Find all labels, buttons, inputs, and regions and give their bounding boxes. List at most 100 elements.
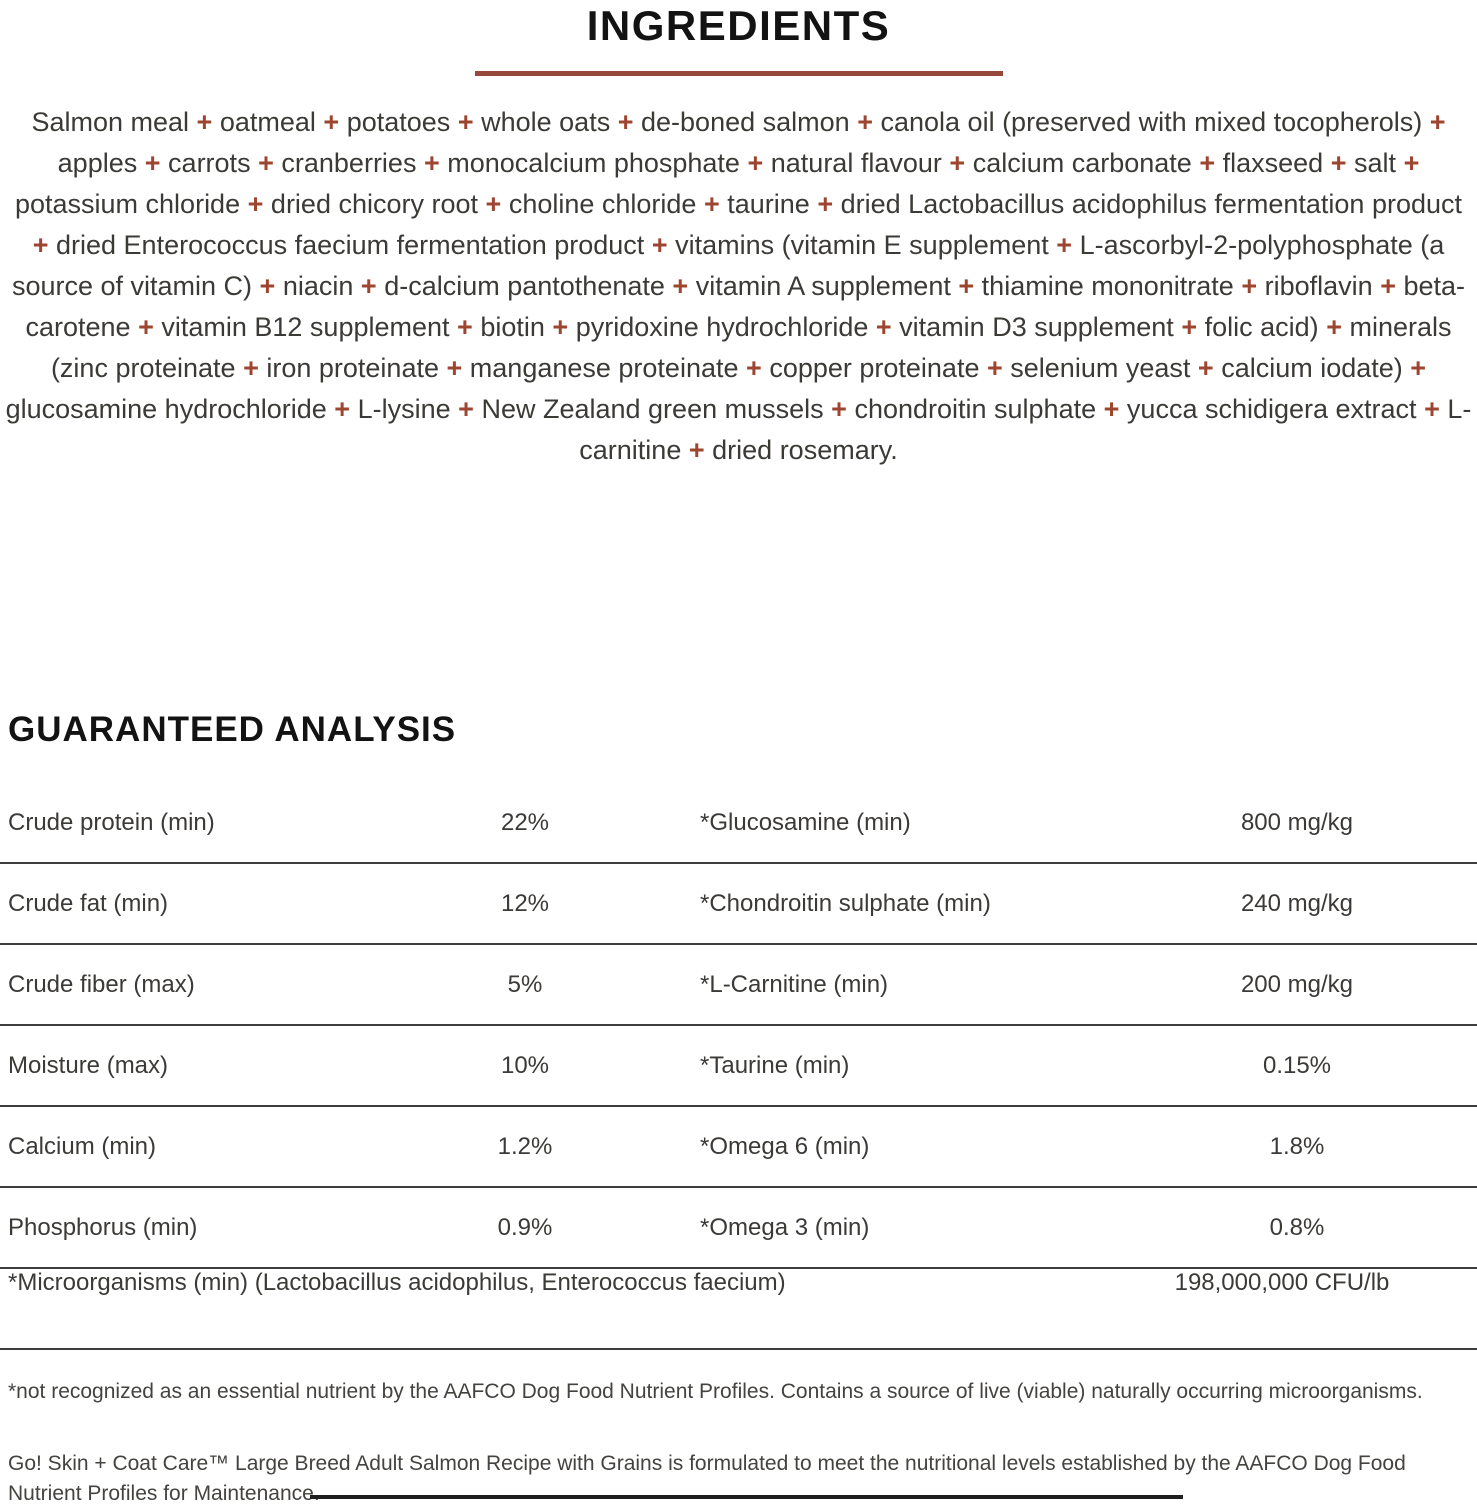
ingredient-item: pyridoxine hydrochloride bbox=[575, 312, 869, 342]
plus-separator: + bbox=[1330, 148, 1347, 178]
ingredient-item: taurine bbox=[727, 189, 810, 219]
row-right-half: *L-Carnitine (min) 200 mg/kg bbox=[690, 945, 1477, 1024]
nutrient-value: 0.9% bbox=[497, 1213, 553, 1241]
ingredient-item: calcium iodate) bbox=[1221, 353, 1403, 383]
ingredient-item: selenium yeast bbox=[1010, 353, 1191, 383]
plus-separator: + bbox=[258, 148, 274, 178]
formulation-statement: Go! Skin + Coat Care™ Large Breed Adult … bbox=[8, 1452, 1406, 1505]
plus-separator: + bbox=[360, 271, 377, 301]
row-left-half: Crude fat (min) 12% bbox=[0, 864, 690, 943]
plus-separator: + bbox=[247, 189, 264, 219]
ingredient-item: manganese proteinate bbox=[469, 353, 739, 383]
plus-separator: + bbox=[986, 353, 1003, 383]
ingredient-item: copper proteinate bbox=[769, 353, 980, 383]
plus-separator: + bbox=[688, 435, 705, 465]
plus-separator: + bbox=[144, 148, 161, 178]
ingredient-item: vitamin A supplement bbox=[695, 271, 951, 301]
ingredient-item: carrots bbox=[168, 148, 251, 178]
row-right-half: *Glucosamine (min) 800 mg/kg bbox=[690, 783, 1477, 862]
ingredient-item: beta-carotene bbox=[25, 271, 1466, 342]
ingredient-item: New Zealand green mussels bbox=[481, 394, 824, 424]
ingredient-item: folic acid) bbox=[1204, 312, 1319, 342]
plus-separator: + bbox=[672, 271, 689, 301]
plus-separator: + bbox=[747, 148, 764, 178]
nutrient-value: 200 mg/kg bbox=[1240, 970, 1354, 998]
ingredient-item: choline chloride bbox=[508, 189, 697, 219]
plus-separator: + bbox=[1181, 312, 1198, 342]
plus-separator: + bbox=[458, 394, 474, 424]
plus-separator: + bbox=[457, 107, 474, 137]
nutrient-label: Phosphorus (min) bbox=[8, 1213, 198, 1241]
plus-separator: + bbox=[1429, 107, 1446, 137]
nutrient-label: *Microorganisms (min) (Lactobacillus aci… bbox=[8, 1269, 786, 1296]
nutrient-label: *Glucosamine (min) bbox=[700, 808, 911, 836]
row-left-half: Phosphorus (min) 0.9% bbox=[0, 1188, 690, 1267]
ingredient-item: minerals (zinc proteinate bbox=[50, 312, 1452, 383]
plus-separator: + bbox=[1056, 230, 1073, 260]
row-right-half: *Omega 3 (min) 0.8% bbox=[690, 1188, 1477, 1267]
table-row: Crude fiber (max) 5% *L-Carnitine (min) 200… bbox=[0, 945, 1477, 1026]
table-row: Crude protein (min) 22% *Glucosamine (min)… bbox=[0, 783, 1477, 864]
table-row: Calcium (min) 1.2% *Omega 6 (min) 1.8% bbox=[0, 1107, 1477, 1188]
ingredient-item: riboflavin bbox=[1264, 271, 1373, 301]
ingredient-item: salt bbox=[1354, 148, 1397, 178]
table-row: Phosphorus (min) 0.9% *Omega 3 (min) 0.8% bbox=[0, 1188, 1477, 1269]
plus-separator: + bbox=[446, 353, 463, 383]
plus-separator: + bbox=[1103, 394, 1120, 424]
plus-separator: + bbox=[831, 394, 847, 424]
ingredient-item: flaxseed bbox=[1222, 148, 1324, 178]
ingredient-item: Salmon meal bbox=[31, 107, 190, 137]
ingredient-item: dried Enterococcus faecium fermentation … bbox=[56, 230, 645, 260]
plus-separator: + bbox=[196, 107, 213, 137]
nutrient-value: 10% bbox=[500, 1051, 550, 1079]
plus-separator: + bbox=[703, 189, 720, 219]
table-row: Moisture (max) 10% *Taurine (min) 0.15% bbox=[0, 1026, 1477, 1107]
ingredient-item: glucosamine hydrochloride bbox=[5, 394, 327, 424]
plus-separator: + bbox=[1424, 394, 1440, 424]
nutrient-label: *Taurine (min) bbox=[700, 1051, 850, 1079]
row-right-half: *Chondroitin sulphate (min) 240 mg/kg bbox=[690, 864, 1477, 943]
nutrient-label: Calcium (min) bbox=[8, 1132, 157, 1160]
ingredient-item: d-calcium pantothenate bbox=[384, 271, 665, 301]
nutrient-label: Crude protein (min) bbox=[8, 808, 215, 836]
plus-separator: + bbox=[817, 189, 834, 219]
ingredient-item: potatoes bbox=[346, 107, 451, 137]
plus-separator: + bbox=[323, 107, 340, 137]
ingredients-title: INGREDIENTS bbox=[586, 2, 891, 49]
ingredient-item: calcium carbonate bbox=[972, 148, 1192, 178]
nutrient-label: *Omega 6 (min) bbox=[700, 1132, 870, 1160]
plus-separator: + bbox=[243, 353, 259, 383]
row-left-half: Crude fiber (max) 5% bbox=[0, 945, 690, 1024]
plus-separator: + bbox=[1380, 271, 1396, 301]
plus-separator: + bbox=[651, 230, 668, 260]
ingredients-paragraph: Salmon meal + oatmeal + potatoes + whole… bbox=[5, 102, 1472, 471]
row-right-half: *Omega 6 (min) 1.8% bbox=[690, 1107, 1477, 1186]
plus-separator: + bbox=[457, 312, 473, 342]
ingredient-item: niacin bbox=[282, 271, 354, 301]
nutrient-value: 1.8% bbox=[1269, 1132, 1325, 1160]
plus-separator: + bbox=[1199, 148, 1216, 178]
plus-separator: + bbox=[617, 107, 634, 137]
ingredient-item: biotin bbox=[480, 312, 545, 342]
ingredient-item: vitamin D3 supplement bbox=[899, 312, 1174, 342]
ingredient-item: monocalcium phosphate bbox=[447, 148, 740, 178]
ingredient-item: de-boned salmon bbox=[641, 107, 850, 137]
nutrient-value: 1.2% bbox=[497, 1132, 553, 1160]
nutrient-label: Crude fiber (max) bbox=[8, 970, 195, 998]
ingredient-item: vitamin B12 supplement bbox=[161, 312, 450, 342]
bottom-divider-rule bbox=[310, 1495, 1183, 1499]
ingredient-item: potassium chloride bbox=[14, 189, 241, 219]
nutrient-label: *Chondroitin sulphate (min) bbox=[700, 889, 991, 917]
row-right-half: *Taurine (min) 0.15% bbox=[690, 1026, 1477, 1105]
plus-separator: + bbox=[1403, 148, 1420, 178]
ingredient-item: dried rosemary. bbox=[712, 435, 898, 465]
table-row-microorganisms: *Microorganisms (min) (Lactobacillus aci… bbox=[0, 1269, 1477, 1350]
ingredient-item: iron proteinate bbox=[266, 353, 439, 383]
ingredient-item: canola oil (preserved with mixed tocophe… bbox=[880, 107, 1423, 137]
ingredient-item: yucca schidigera extract bbox=[1126, 394, 1417, 424]
ingredient-item: whole oats bbox=[481, 107, 611, 137]
ingredient-item: cranberries bbox=[281, 148, 417, 178]
ingredient-item: apples bbox=[57, 148, 138, 178]
ingredient-item: dried Lactobacillus acidophilus fermenta… bbox=[840, 189, 1463, 219]
